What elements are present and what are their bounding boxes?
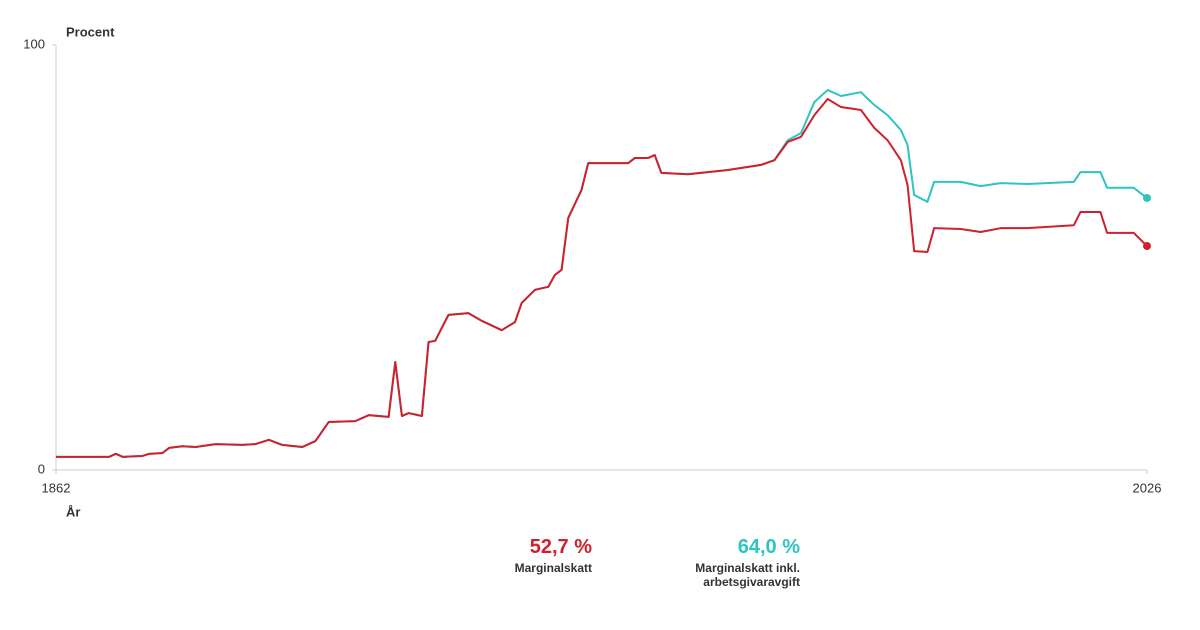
legend-item: 52,7 % Marginalskatt	[422, 536, 592, 575]
x-axis-label: År	[66, 504, 80, 519]
value-label: 52,7 %	[529, 536, 592, 558]
series-line	[56, 97, 1148, 458]
y-axis-label: Procent	[66, 24, 115, 39]
x-tick-label: 2026	[1133, 480, 1162, 495]
y-tick-label: 100	[23, 36, 45, 51]
legend-label: Marginalskatt	[514, 561, 592, 575]
x-tick-label: 1862	[42, 480, 71, 495]
y-tick-label: 0	[38, 461, 45, 476]
end-dot	[1143, 194, 1151, 202]
end-dot	[1143, 242, 1151, 251]
legend-label: Marginalskatt inkl. arbetsgivaravgift	[695, 561, 800, 589]
series-line	[56, 89, 1148, 458]
legend-item: 64,0 % Marginalskatt inkl. arbetsgivaravg…	[630, 536, 800, 589]
value-label: 64,0 %	[737, 536, 800, 558]
